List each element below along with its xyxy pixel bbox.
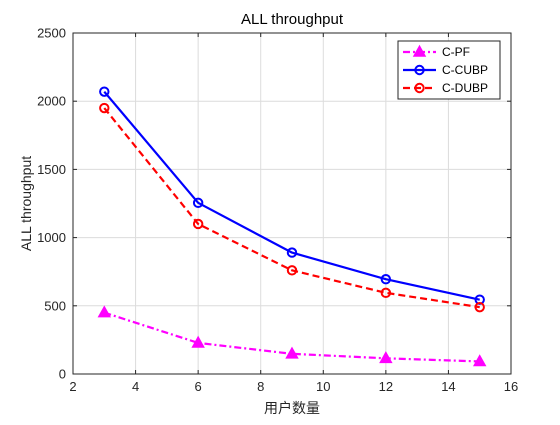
y-tick-label: 500: [44, 298, 66, 313]
legend: C-PF C-CUBP C-DUBP: [397, 40, 501, 100]
legend-label-c-dubp: C-DUBP: [442, 81, 488, 95]
x-tick-label: 2: [69, 379, 76, 394]
series-c-dubp: [99, 102, 485, 313]
legend-label-c-cubp: C-CUBP: [442, 63, 488, 77]
x-tick-label: 12: [379, 379, 393, 394]
legend-marker-c-dubp: [414, 82, 425, 94]
data-point-c-cubp: [192, 197, 204, 209]
series-line-c-dubp: [103, 107, 480, 309]
x-tick-label: 6: [195, 379, 202, 394]
y-axis-label: ALL throughput: [18, 156, 34, 251]
x-tick-label: 16: [504, 379, 518, 394]
data-point-c-cubp: [380, 274, 392, 285]
y-tick-label: 2000: [37, 94, 66, 109]
series-group: [97, 86, 487, 367]
x-axis-label: 用户数量: [264, 400, 320, 416]
x-tick-label: 4: [132, 379, 139, 394]
x-tick-label: 10: [316, 379, 330, 394]
data-point-c-dubp: [380, 287, 392, 299]
data-point-c-pf: [472, 354, 487, 367]
series-line-c-cubp: [103, 90, 480, 301]
series-c-pf: [97, 305, 487, 367]
x-tick-label: 14: [441, 379, 455, 394]
data-point-c-dubp: [192, 218, 204, 230]
y-tick-label: 1500: [37, 162, 66, 177]
chart-title: ALL throughput: [241, 11, 344, 28]
data-point-c-cubp: [286, 247, 298, 258]
series-line-c-pf: [103, 311, 480, 363]
data-point-c-dubp: [99, 102, 110, 114]
data-point-c-pf: [285, 346, 299, 359]
y-tick-label: 2500: [37, 26, 66, 41]
y-tick-label: 1000: [37, 230, 66, 245]
data-point-c-pf: [191, 335, 205, 348]
data-point-c-dubp: [286, 265, 298, 276]
data-point-c-dubp: [474, 301, 485, 313]
series-c-cubp: [99, 86, 485, 305]
legend-marker-c-cubp: [414, 64, 425, 76]
x-tick-label: 8: [257, 379, 264, 394]
legend-label-c-pf: C-PF: [442, 45, 470, 59]
axis-ticks: 2 4 6 8 10 12 14 16 0 500 1000 1500 2000 2500: [37, 26, 518, 395]
data-point-c-pf: [379, 351, 393, 364]
data-point-c-cubp: [99, 86, 110, 97]
legend-marker-c-pf: [412, 44, 427, 57]
data-point-c-pf: [97, 305, 112, 318]
y-tick-label: 0: [59, 367, 66, 382]
plot-frame: [72, 32, 512, 375]
